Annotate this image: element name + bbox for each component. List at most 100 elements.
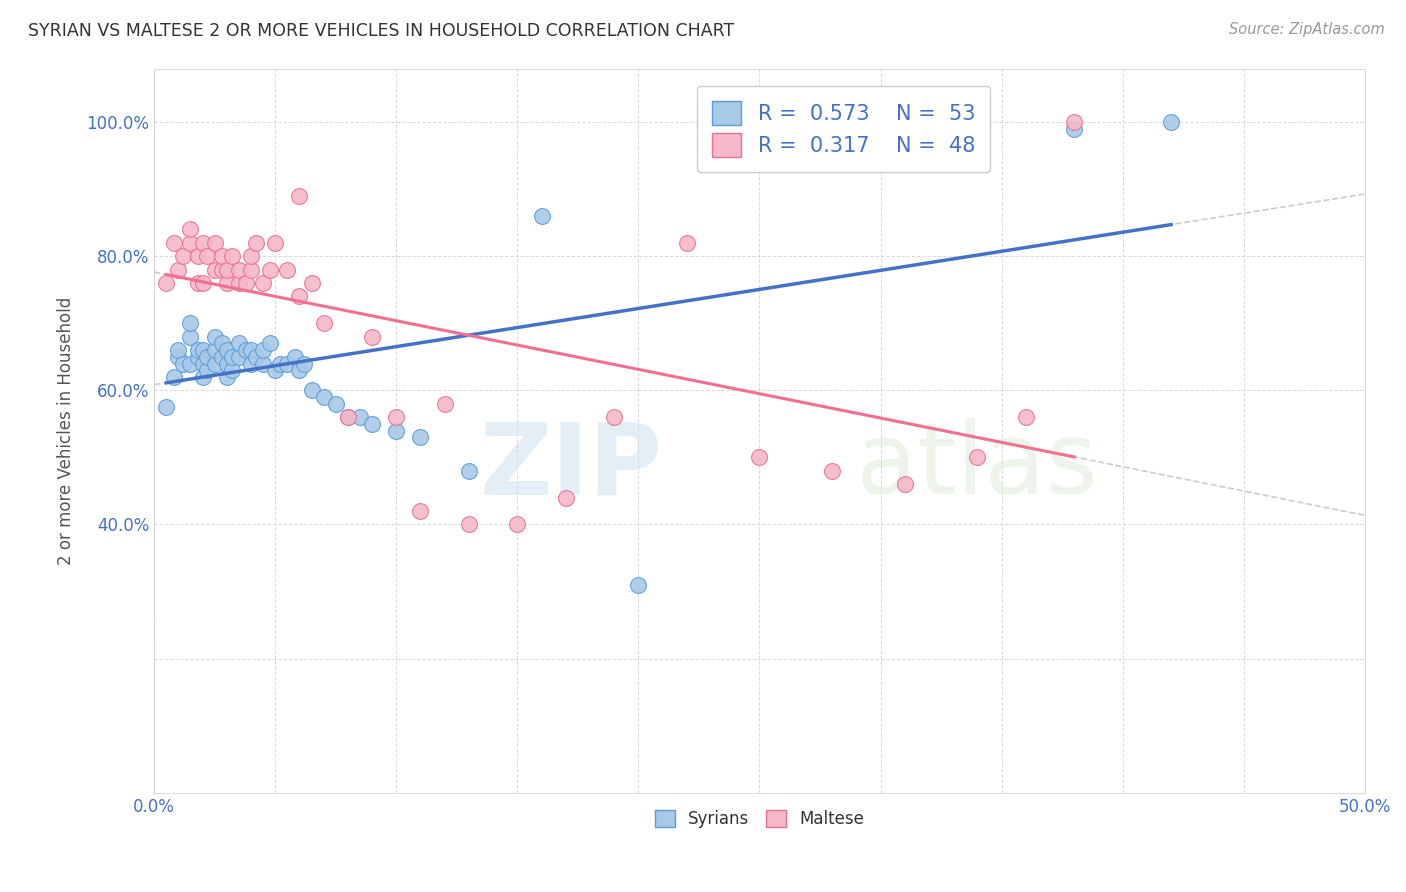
Point xyxy=(301,384,323,398)
Point xyxy=(211,262,233,277)
Point xyxy=(215,370,238,384)
Point xyxy=(259,336,281,351)
Point xyxy=(191,343,214,358)
Point xyxy=(204,262,226,277)
Point xyxy=(276,357,298,371)
Point xyxy=(301,276,323,290)
Point xyxy=(240,357,263,371)
Point xyxy=(179,222,201,236)
Point xyxy=(215,262,238,277)
Point xyxy=(187,249,209,263)
Point xyxy=(894,477,917,491)
Point xyxy=(191,276,214,290)
Point xyxy=(215,357,238,371)
Point xyxy=(211,350,233,364)
Point xyxy=(821,464,844,478)
Point xyxy=(167,350,190,364)
Point xyxy=(264,235,287,250)
Point xyxy=(221,350,243,364)
Point xyxy=(221,363,243,377)
Point xyxy=(187,350,209,364)
Point xyxy=(252,276,274,290)
Point xyxy=(197,363,219,377)
Text: Source: ZipAtlas.com: Source: ZipAtlas.com xyxy=(1229,22,1385,37)
Point xyxy=(554,491,576,505)
Point xyxy=(336,410,359,425)
Point xyxy=(172,249,194,263)
Point xyxy=(748,450,770,465)
Point xyxy=(197,249,219,263)
Legend: Syrians, Maltese: Syrians, Maltese xyxy=(648,804,870,835)
Point xyxy=(288,289,311,303)
Text: atlas: atlas xyxy=(856,418,1098,516)
Point xyxy=(1160,115,1182,129)
Point xyxy=(433,397,456,411)
Point xyxy=(155,400,177,414)
Point xyxy=(221,249,243,263)
Point xyxy=(627,578,650,592)
Point xyxy=(235,276,257,290)
Point xyxy=(179,357,201,371)
Text: ZIP: ZIP xyxy=(479,418,662,516)
Point xyxy=(349,410,371,425)
Point xyxy=(204,235,226,250)
Point xyxy=(240,262,263,277)
Point xyxy=(276,262,298,277)
Point xyxy=(312,390,335,404)
Point xyxy=(187,343,209,358)
Point xyxy=(240,343,263,358)
Y-axis label: 2 or more Vehicles in Household: 2 or more Vehicles in Household xyxy=(58,296,75,565)
Point xyxy=(1063,121,1085,136)
Point xyxy=(361,329,384,343)
Point xyxy=(228,336,250,351)
Point xyxy=(325,397,347,411)
Point xyxy=(292,357,315,371)
Point xyxy=(162,235,184,250)
Point xyxy=(385,424,408,438)
Point xyxy=(211,336,233,351)
Point xyxy=(361,417,384,431)
Point xyxy=(676,235,699,250)
Point xyxy=(204,357,226,371)
Point xyxy=(228,350,250,364)
Point xyxy=(179,329,201,343)
Point xyxy=(336,410,359,425)
Point xyxy=(409,504,432,518)
Point xyxy=(269,357,291,371)
Point xyxy=(167,343,190,358)
Point xyxy=(385,410,408,425)
Point xyxy=(228,276,250,290)
Point xyxy=(409,430,432,444)
Point xyxy=(458,464,481,478)
Point xyxy=(235,343,257,358)
Point xyxy=(162,370,184,384)
Point xyxy=(211,249,233,263)
Point xyxy=(603,410,626,425)
Point xyxy=(191,370,214,384)
Point xyxy=(245,235,267,250)
Point xyxy=(1063,115,1085,129)
Point xyxy=(187,276,209,290)
Point xyxy=(240,249,263,263)
Point xyxy=(284,350,307,364)
Point xyxy=(458,517,481,532)
Point xyxy=(197,350,219,364)
Point xyxy=(167,262,190,277)
Point xyxy=(204,329,226,343)
Point xyxy=(288,363,311,377)
Point xyxy=(228,262,250,277)
Point xyxy=(179,235,201,250)
Text: SYRIAN VS MALTESE 2 OR MORE VEHICLES IN HOUSEHOLD CORRELATION CHART: SYRIAN VS MALTESE 2 OR MORE VEHICLES IN … xyxy=(28,22,734,40)
Point xyxy=(191,235,214,250)
Point xyxy=(204,343,226,358)
Point xyxy=(530,209,553,223)
Point xyxy=(1015,410,1038,425)
Point xyxy=(252,357,274,371)
Point xyxy=(172,357,194,371)
Point xyxy=(191,357,214,371)
Point xyxy=(288,189,311,203)
Point xyxy=(259,262,281,277)
Point xyxy=(155,276,177,290)
Point xyxy=(966,450,988,465)
Point xyxy=(252,343,274,358)
